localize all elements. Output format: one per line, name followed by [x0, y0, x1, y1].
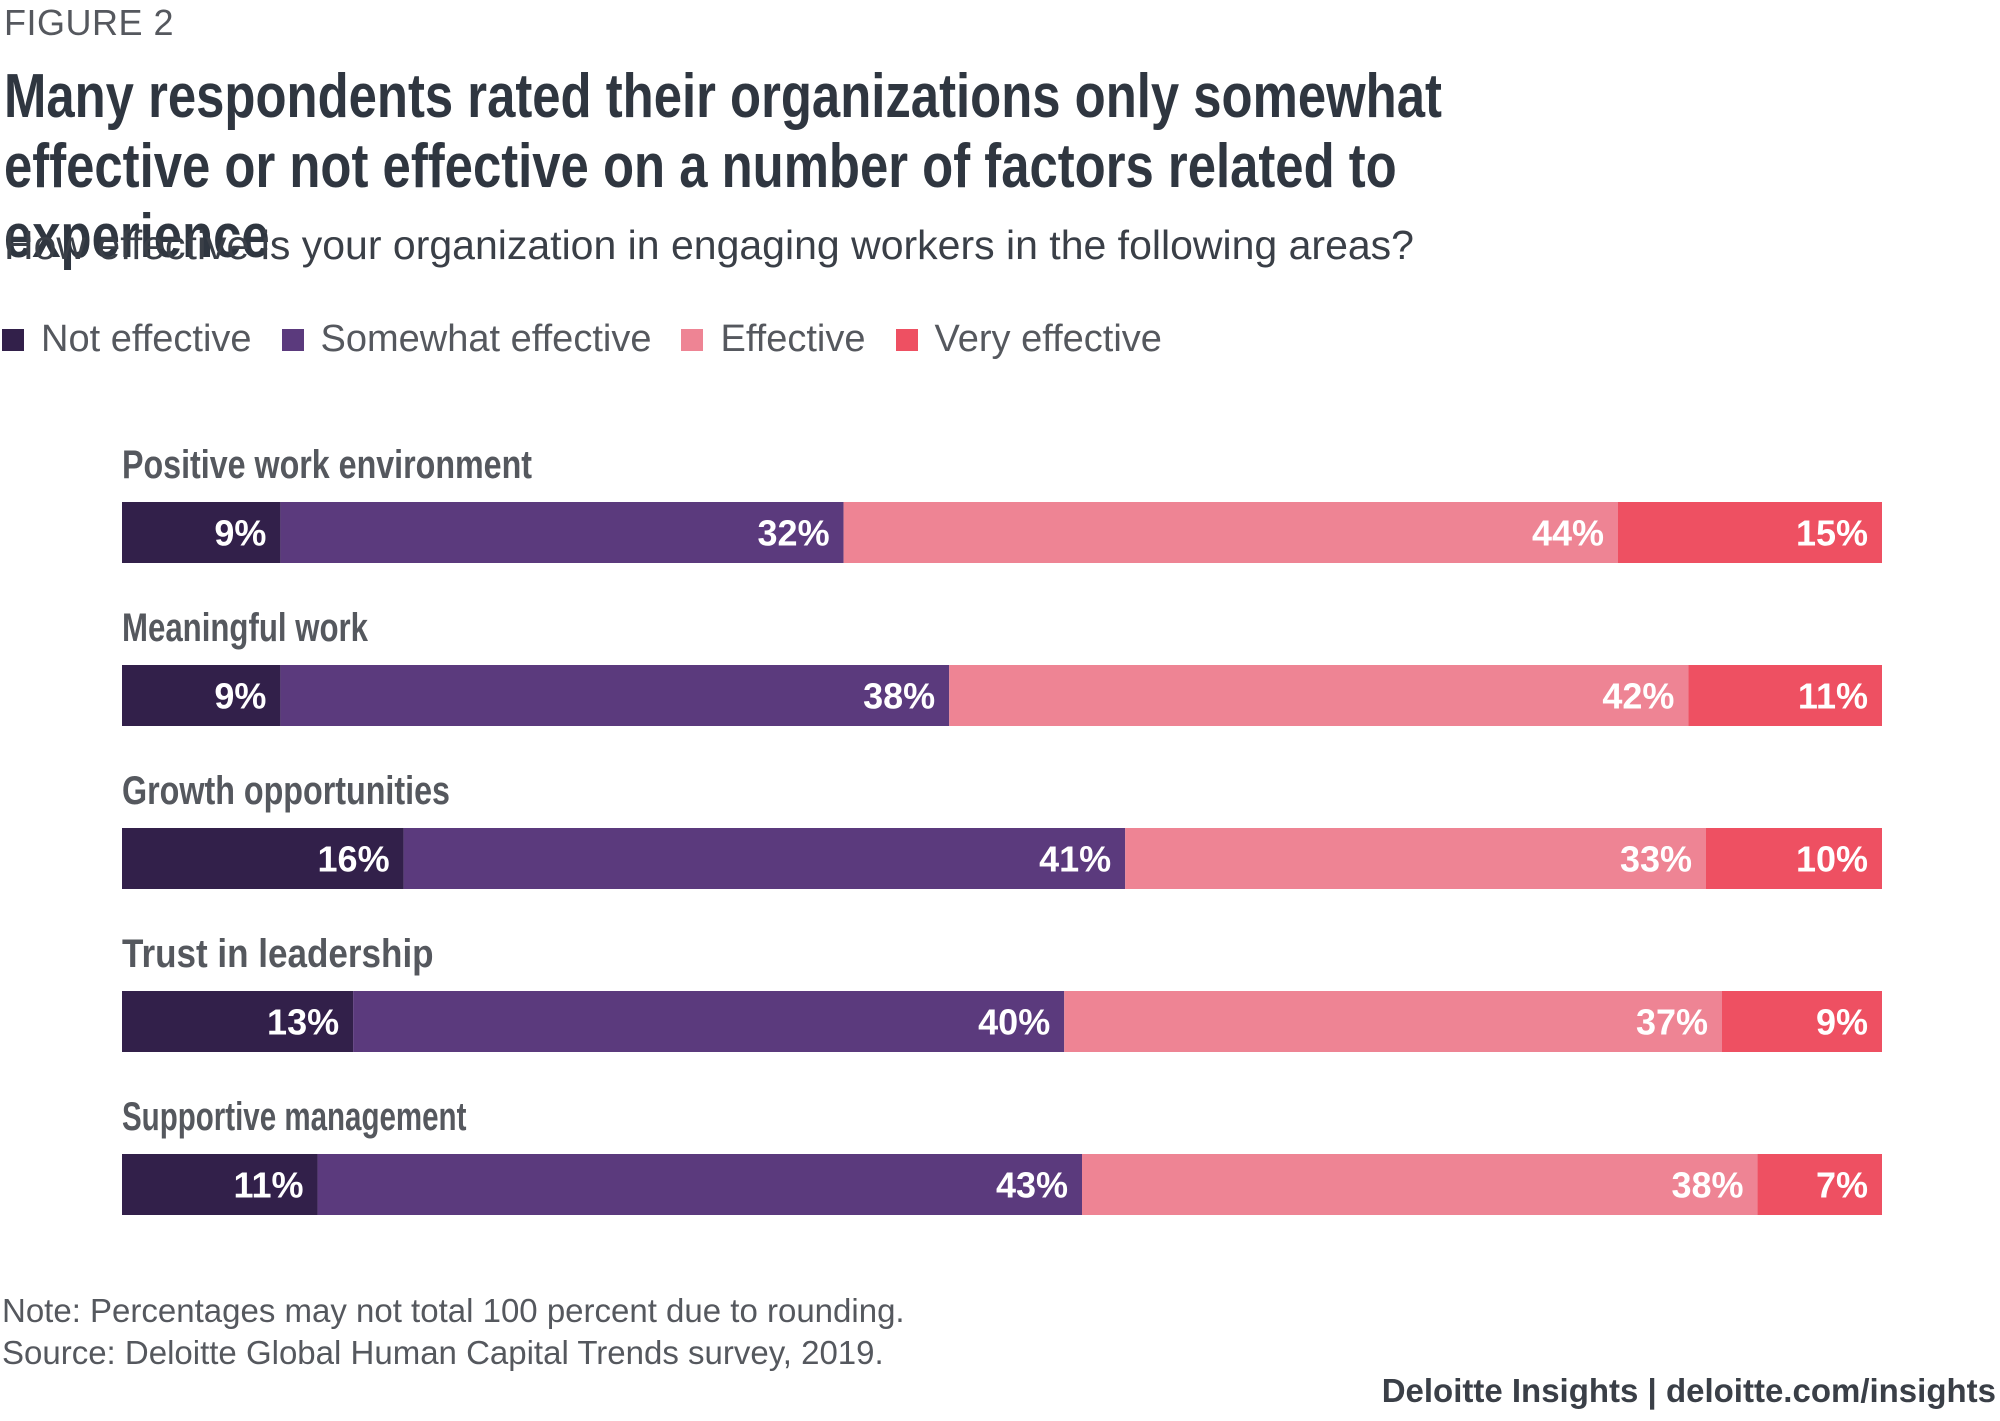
stacked-bar-chart: Positive work environment 9% 32% 44% 15% Mean… — [122, 443, 1882, 1215]
data-label: 9% — [1816, 1002, 1868, 1043]
bar-segment — [403, 828, 1126, 889]
bar-segment — [949, 665, 1689, 726]
source-text: Source: Deloitte Global Human Capital Tr… — [2, 1334, 884, 1371]
brand-credit: Deloitte Insights | deloitte.com/insight… — [1381, 1372, 1996, 1409]
legend-swatch — [2, 328, 24, 351]
data-label: 38% — [863, 676, 935, 717]
data-label: 9% — [214, 676, 266, 717]
bar-segment — [843, 502, 1618, 563]
data-label: 15% — [1796, 513, 1868, 554]
figure-label: FIGURE 2 — [4, 2, 175, 43]
data-label: 32% — [758, 513, 830, 554]
bar-segment — [122, 828, 404, 889]
legend-label: Not effective — [41, 318, 252, 360]
data-label: 41% — [1039, 839, 1111, 880]
bar-segment — [1618, 502, 1882, 563]
category-label: Supportive management — [122, 1095, 466, 1139]
legend-swatch — [895, 328, 918, 351]
bar-segment — [122, 665, 281, 726]
data-label: 42% — [1602, 676, 1674, 717]
bar-segment — [280, 502, 844, 563]
data-label: 10% — [1796, 839, 1868, 880]
data-label: 9% — [214, 513, 266, 554]
category-label: Growth opportunities — [122, 769, 450, 813]
data-label: 44% — [1532, 513, 1604, 554]
category-label: Trust in leadership — [122, 932, 434, 976]
legend-label: Somewhat effective — [320, 318, 652, 360]
legend-label: Effective — [720, 318, 866, 360]
data-label: 11% — [1798, 676, 1868, 717]
data-label: 11% — [233, 1165, 303, 1206]
data-label: 43% — [996, 1165, 1068, 1206]
legend-item-effective: Effective — [681, 318, 866, 361]
chart-title: Many respondents rated their organizatio… — [4, 62, 1442, 271]
bar-segment — [317, 1154, 1082, 1215]
bar-segment — [280, 665, 950, 726]
legend-item-somewhat-effective: Somewhat effective — [281, 318, 652, 361]
bar-segment — [1722, 991, 1882, 1052]
bar-segment — [1064, 991, 1722, 1052]
chart-subtitle: How effective is your organization in en… — [4, 222, 1414, 268]
legend-swatch — [281, 328, 304, 351]
data-label: 7% — [1816, 1165, 1868, 1206]
legend-label: Very effective — [934, 318, 1162, 360]
bar-segment — [122, 1154, 318, 1215]
legend: Not effective Somewhat effective Effecti… — [2, 318, 1192, 361]
bar-segment — [122, 991, 354, 1052]
legend-swatch — [681, 328, 704, 351]
note-text: Note: Percentages may not total 100 perc… — [2, 1292, 905, 1329]
bar-segment — [1757, 1154, 1882, 1215]
bar-segment — [1125, 828, 1706, 889]
data-label: 16% — [318, 839, 390, 880]
data-label: 37% — [1636, 1002, 1708, 1043]
legend-item-very-effective: Very effective — [895, 318, 1162, 361]
bar-segment — [1082, 1154, 1758, 1215]
data-label: 38% — [1671, 1165, 1743, 1206]
data-label: 33% — [1620, 839, 1692, 880]
bar-segment — [353, 991, 1065, 1052]
legend-item-not-effective: Not effective — [2, 318, 252, 361]
footnotes: Note: Percentages may not total 100 perc… — [2, 1290, 905, 1374]
bar-segment — [1706, 828, 1882, 889]
bar-segment — [122, 502, 281, 563]
category-label: Meaningful work — [122, 606, 369, 650]
category-label: Positive work environment — [122, 443, 532, 487]
data-label: 13% — [267, 1002, 339, 1043]
data-label: 40% — [978, 1002, 1050, 1043]
bar-segment — [1688, 665, 1882, 726]
